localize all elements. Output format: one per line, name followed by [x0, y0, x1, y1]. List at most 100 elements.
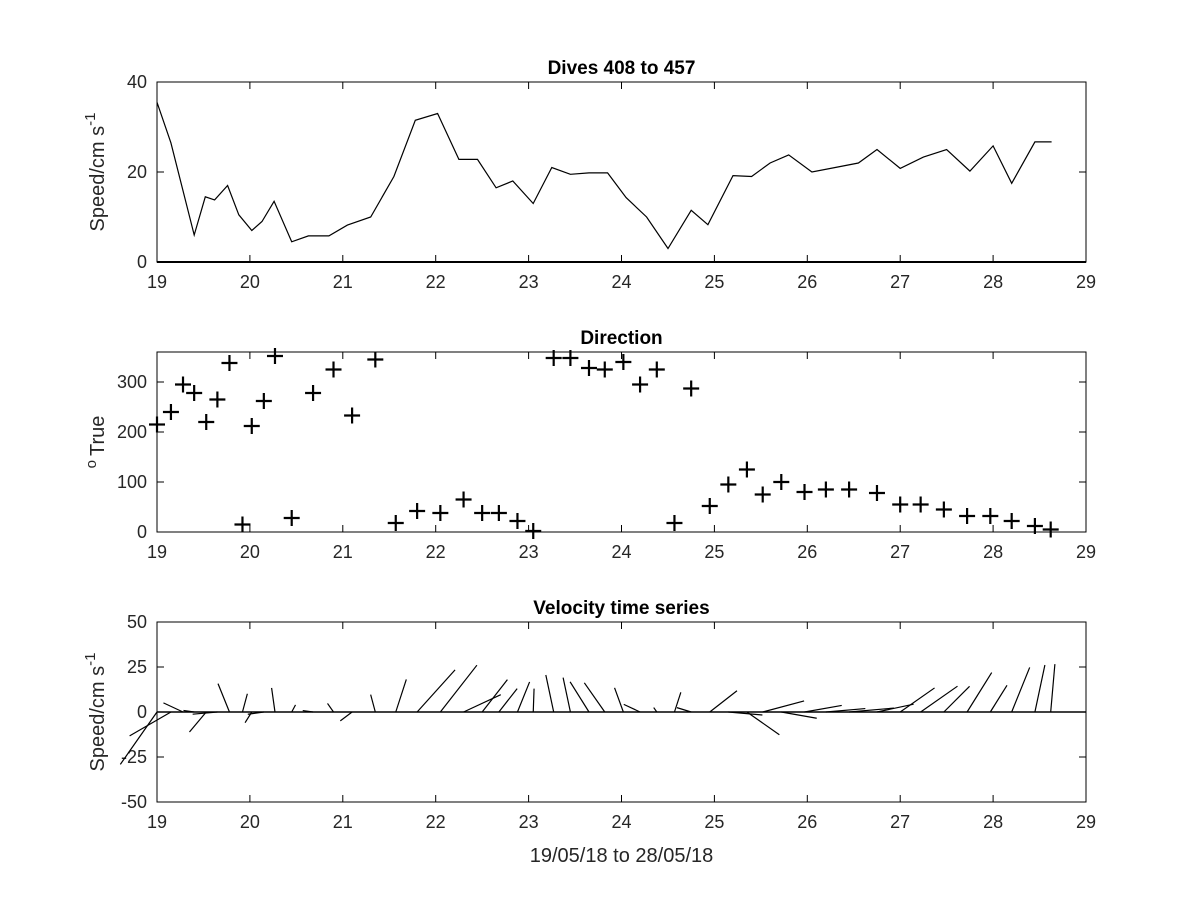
direction-point: [754, 486, 771, 503]
direction-point: [615, 354, 632, 370]
direction-point: [1026, 518, 1043, 534]
direction-point: [325, 361, 342, 378]
velocity-stick: [291, 704, 297, 713]
panel-3: Velocity time series 19 20 21 22 23 24 25 26 27 28…: [82, 598, 1096, 867]
y-tick-label: 25: [127, 657, 147, 677]
velocity-stick: [583, 682, 606, 713]
velocity-stick: [439, 664, 478, 713]
y-axis-label-main: Speed/cm s: [87, 126, 109, 232]
direction-point: [234, 516, 251, 533]
x-tick-label: 25: [704, 812, 724, 832]
velocity-stick: [653, 707, 658, 713]
direction-point: [243, 418, 260, 434]
velocity-stick: [545, 674, 555, 713]
velocity-stick: [129, 711, 172, 737]
x-tick-label: 28: [983, 812, 1003, 832]
velocity-stick: [271, 687, 276, 713]
x-tick-label: 25: [704, 542, 724, 562]
x-tick-label: 26: [797, 812, 817, 832]
velocity-stick: [899, 687, 935, 713]
velocity-stick: [189, 711, 207, 733]
x-tick-label: 23: [519, 272, 539, 292]
x-tick-label: 23: [519, 542, 539, 562]
x-tick-label: 26: [797, 272, 817, 292]
direction-point: [738, 461, 755, 478]
velocity-stick: [1011, 667, 1031, 713]
chart-title: Dives 408 to 457: [548, 58, 696, 79]
direction-point: [209, 391, 226, 408]
x-tick-label: 24: [611, 272, 631, 292]
velocity-stick: [395, 679, 407, 713]
direction-point: [409, 503, 426, 519]
x-tick-label: 21: [333, 272, 353, 292]
direction-point: [490, 505, 507, 521]
x-tick-label: 20: [240, 812, 260, 832]
direction-point: [959, 508, 976, 524]
velocity-stick: [920, 685, 958, 713]
velocity-stick: [989, 684, 1008, 713]
y-axis-label: Speed/cm s-1: [82, 653, 109, 772]
velocity-stick: [849, 707, 894, 713]
velocity-stick: [569, 681, 590, 713]
y-tick-label: 50: [127, 612, 147, 632]
velocity-stick: [463, 694, 502, 713]
direction-point: [580, 360, 597, 376]
velocity-stick: [302, 709, 314, 713]
direction-point: [149, 416, 165, 433]
x-tick-label: 19: [147, 542, 167, 562]
velocity-stick: [247, 711, 264, 715]
x-tick-label: 29: [1076, 542, 1096, 562]
x-tick-label: 24: [611, 812, 631, 832]
direction-point: [632, 376, 649, 393]
direction-point: [175, 376, 192, 393]
velocity-stick: [183, 709, 195, 713]
velocity-stick: [327, 703, 335, 713]
direction-point: [221, 355, 238, 371]
y-axis-label: o True: [83, 416, 109, 469]
velocity-stick: [119, 711, 158, 765]
x-tick-label: 23: [519, 812, 539, 832]
y-tick-label: 0: [137, 702, 147, 722]
x-tick-label: 21: [333, 812, 353, 832]
x-tick-label: 27: [890, 542, 910, 562]
velocity-stick: [339, 711, 353, 722]
direction-point: [198, 414, 215, 430]
velocity-stick: [1034, 664, 1046, 713]
x-tick-label: 19: [147, 812, 167, 832]
velocity-stick: [676, 707, 692, 713]
velocity-stick: [876, 703, 914, 713]
direction-point: [455, 491, 472, 508]
direction-point: [562, 350, 579, 366]
panel-1: Dives 408 to 457 19 20 21 22 23 24 25 26 27 28 29 0 2…: [82, 58, 1096, 292]
direction-point: [982, 508, 999, 524]
y-axis-label: Speed/cm s-1: [82, 113, 109, 232]
direction-point: [474, 505, 491, 521]
velocity-stick: [498, 688, 518, 713]
y-tick-label: -25: [121, 747, 147, 767]
direction-point: [841, 481, 858, 498]
velocity-stick: [825, 707, 866, 713]
velocity-stick: [416, 669, 456, 713]
y-axis-label-main: True: [87, 416, 109, 456]
x-tick-label: 22: [426, 542, 446, 562]
direction-point: [186, 385, 203, 401]
plot-frame: [156, 81, 1087, 263]
direction-point: [796, 484, 813, 500]
direction-point: [255, 393, 272, 409]
y-tick-label: 300: [117, 372, 147, 392]
direction-point: [1003, 513, 1020, 529]
direction-point: [367, 351, 384, 368]
direction-point: [596, 361, 613, 378]
direction-point: [387, 515, 404, 531]
x-tick-label: 20: [240, 542, 260, 562]
y-tick-label: -50: [121, 792, 147, 812]
direction-point: [892, 496, 909, 513]
velocity-stick: [781, 711, 817, 719]
velocity-stick: [562, 677, 571, 713]
direction-point: [683, 380, 700, 397]
direction-point: [912, 496, 929, 513]
velocity-stick: [966, 672, 993, 713]
y-axis-label-sup: o: [83, 460, 100, 468]
y-tick-label: 20: [127, 162, 147, 182]
x-axis-label: 19/05/18 to 28/05/18: [530, 845, 714, 867]
